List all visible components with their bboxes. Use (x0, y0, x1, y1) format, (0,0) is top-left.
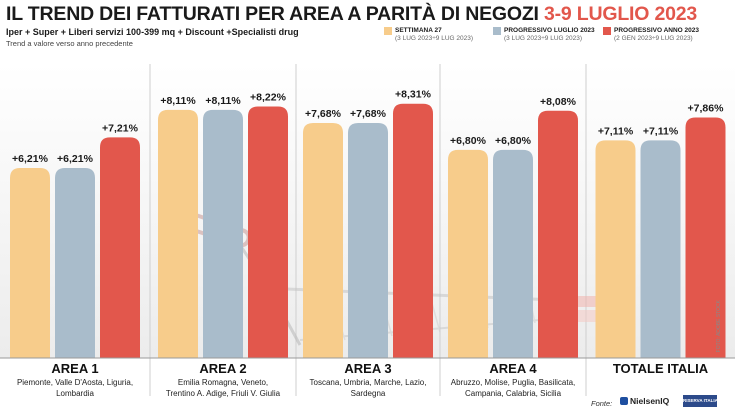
category-label: AREA 3 (344, 361, 391, 376)
bar-value-label: +7,86% (688, 102, 725, 114)
category-regions: Piemonte, Valle D'Aosta, Liguria, (17, 378, 133, 387)
legend-swatch (493, 27, 501, 35)
bar (55, 167, 95, 358)
bar-value-label: +8,11% (160, 95, 196, 107)
bar-value-label: +6,21% (57, 153, 94, 165)
bar (595, 140, 636, 358)
source-logo: NielsenIQ (620, 396, 669, 406)
category-label: AREA 1 (51, 361, 98, 376)
category-label: TOTALE ITALIA (613, 361, 709, 376)
bar-value-label: +7,21% (102, 122, 139, 134)
legend-label: PROGRESSIVO LUGLIO 2023 (504, 27, 595, 34)
legend-item-settimana: SETTIMANA 27 (3 LUG 2023÷9 LUG 2023) (384, 27, 473, 43)
bar-value-label: +6,80% (495, 135, 532, 147)
category-regions: Trentino A. Adige, Friuli V. Giulia (166, 389, 281, 398)
bar-value-label: +7,68% (305, 108, 342, 120)
legend-range: (3 LUG 2023÷9 LUG 2023) (504, 35, 582, 42)
bar (685, 117, 726, 358)
bar (303, 122, 343, 358)
category-label: AREA 4 (489, 361, 537, 376)
bar (10, 167, 50, 358)
category-regions: Emilia Romagna, Veneto, (178, 378, 268, 387)
legend-label: PROGRESSIVO ANNO 2023 (614, 27, 700, 34)
publisher-logo: RISERVA ITALIA (683, 395, 717, 407)
source-name: NielsenIQ (630, 396, 670, 406)
bar (640, 140, 681, 358)
bar (248, 106, 288, 358)
bar (493, 149, 533, 358)
bar (348, 122, 388, 358)
nielsen-icon (620, 397, 628, 405)
category-regions: Abruzzo, Molise, Puglia, Basilicata, (451, 378, 576, 387)
title-date: 3-9 LUGLIO 2023 (543, 3, 698, 25)
bar (100, 137, 140, 358)
title-main: IL TREND DEI FATTURATI PER AREA A PARITÀ… (6, 3, 539, 25)
legend-item-progressivo-luglio: PROGRESSIVO LUGLIO 2023 (3 LUG 2023÷9 LU… (493, 27, 595, 43)
legend-range: (2 GEN 2023÷9 LUG 2023) (614, 35, 693, 42)
chart-note: Trend a valore verso anno precedente (6, 39, 133, 48)
category-regions: Sardegna (351, 389, 386, 398)
bar (158, 109, 198, 358)
bar-value-label: +8,31% (395, 89, 432, 101)
legend-swatch (384, 27, 392, 35)
bar (448, 149, 488, 358)
legend-swatch (603, 27, 611, 35)
bar (538, 110, 578, 358)
legend-item-progressivo-anno: PROGRESSIVO ANNO 2023 (2 GEN 2023÷9 LUG … (603, 27, 699, 43)
bar-value-label: +7,11% (643, 125, 679, 137)
bar-value-label: +8,08% (540, 96, 577, 108)
category-regions: Toscana, Umbria, Marche, Lazio, (310, 378, 427, 387)
category-regions: Campania, Calabria, Sicilia (465, 389, 562, 398)
chart-subtitle: Iper + Super + Liberi servizi 100-399 mq… (6, 27, 299, 37)
source-label: Fonte: (591, 399, 613, 408)
photo-credit: FOTO: ADOBE STOCK (716, 300, 722, 353)
bar-value-label: +6,21% (12, 153, 49, 165)
bar-value-label: +6,80% (450, 135, 487, 147)
cart-bumper-lower (572, 310, 602, 322)
bar (393, 103, 433, 359)
bar (203, 109, 243, 358)
legend-label: SETTIMANA 27 (395, 27, 442, 34)
bar-value-label: +7,11% (598, 125, 634, 137)
category-label: AREA 2 (199, 361, 246, 376)
bar-value-label: +8,11% (205, 95, 241, 107)
category-regions: Lombardia (56, 389, 94, 398)
bar-value-label: +8,22% (250, 91, 287, 103)
chart-title: IL TREND DEI FATTURATI PER AREA A PARITÀ… (6, 2, 697, 26)
bar-value-label: +7,68% (350, 108, 387, 120)
cart-bumper (568, 296, 606, 307)
legend-range: (3 LUG 2023÷9 LUG 2023) (395, 35, 473, 42)
